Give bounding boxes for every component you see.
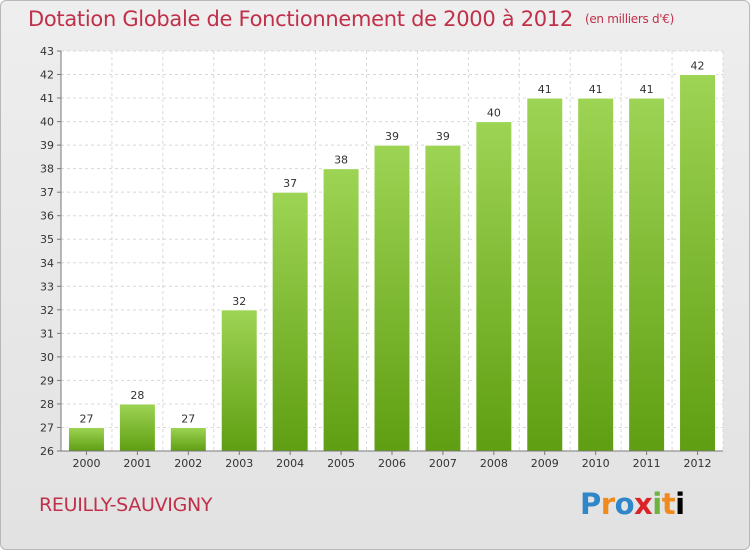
x-tick-label: 2001 [123, 457, 151, 470]
y-tick-label: 26 [40, 445, 54, 458]
labels: 26 27 28 29 30 31 32 33 34 35 36 37 38 39 40 41 42 43 27 20… [40, 45, 712, 470]
y-tick-label: 33 [40, 280, 54, 293]
bar [424, 144, 462, 452]
chart-title: Dotation Globale de Fonctionnement de 20… [28, 7, 674, 31]
y-tick-label: 41 [40, 92, 54, 105]
bar [577, 97, 615, 452]
y-tick-label: 38 [40, 163, 54, 176]
bar [220, 309, 258, 452]
x-tick-label: 2006 [378, 457, 406, 470]
bar [322, 168, 360, 452]
y-tick-label: 35 [40, 233, 54, 246]
data-label: 42 [691, 60, 705, 73]
x-tick-label: 2003 [225, 457, 253, 470]
data-label: 41 [640, 83, 654, 96]
x-tick-label: 2008 [480, 457, 508, 470]
y-tick-label: 39 [40, 139, 54, 152]
y-tick-label: 27 [40, 421, 54, 434]
bar [475, 121, 513, 452]
data-label: 39 [385, 130, 399, 143]
axes [57, 50, 723, 455]
y-tick-label: 31 [40, 327, 54, 340]
data-label: 28 [130, 389, 144, 402]
bar [169, 426, 207, 452]
y-tick-label: 36 [40, 210, 54, 223]
x-tick-label: 2010 [582, 457, 610, 470]
data-label: 40 [487, 107, 501, 120]
proxiti-logo: Proxiti [580, 487, 685, 521]
x-tick-label: 2002 [174, 457, 202, 470]
chart-unit-label: (en milliers d'€) [584, 12, 674, 26]
bar [679, 74, 717, 452]
y-tick-label: 40 [40, 116, 54, 129]
y-tick-label: 34 [40, 257, 54, 270]
data-label: 41 [589, 83, 603, 96]
data-label: 39 [436, 130, 450, 143]
y-tick-label: 37 [40, 186, 54, 199]
bars [67, 74, 717, 452]
bar [271, 191, 309, 452]
data-label: 41 [538, 83, 552, 96]
y-tick-label: 42 [40, 69, 54, 82]
chart-title-text: Dotation Globale de Fonctionnement de 20… [28, 7, 573, 31]
bar [373, 144, 411, 452]
data-label: 27 [181, 412, 195, 425]
y-tick-label: 29 [40, 374, 54, 387]
bar [526, 97, 564, 452]
bar [67, 426, 105, 452]
commune-name: REUILLY-SAUVIGNY [39, 494, 213, 516]
x-tick-label: 2005 [327, 457, 355, 470]
y-tick-label: 30 [40, 351, 54, 364]
x-tick-label: 2012 [684, 457, 712, 470]
x-tick-label: 2004 [276, 457, 304, 470]
data-label: 38 [334, 154, 348, 167]
x-tick-label: 2007 [429, 457, 457, 470]
y-tick-label: 43 [40, 45, 54, 58]
y-tick-label: 32 [40, 304, 54, 317]
bar [628, 97, 666, 452]
data-label: 32 [232, 295, 246, 308]
data-label: 27 [79, 412, 93, 425]
x-tick-label: 2009 [531, 457, 559, 470]
x-tick-label: 2011 [633, 457, 661, 470]
y-tick-label: 28 [40, 398, 54, 411]
data-label: 37 [283, 177, 297, 190]
bar [118, 403, 156, 452]
x-tick-label: 2000 [72, 457, 100, 470]
